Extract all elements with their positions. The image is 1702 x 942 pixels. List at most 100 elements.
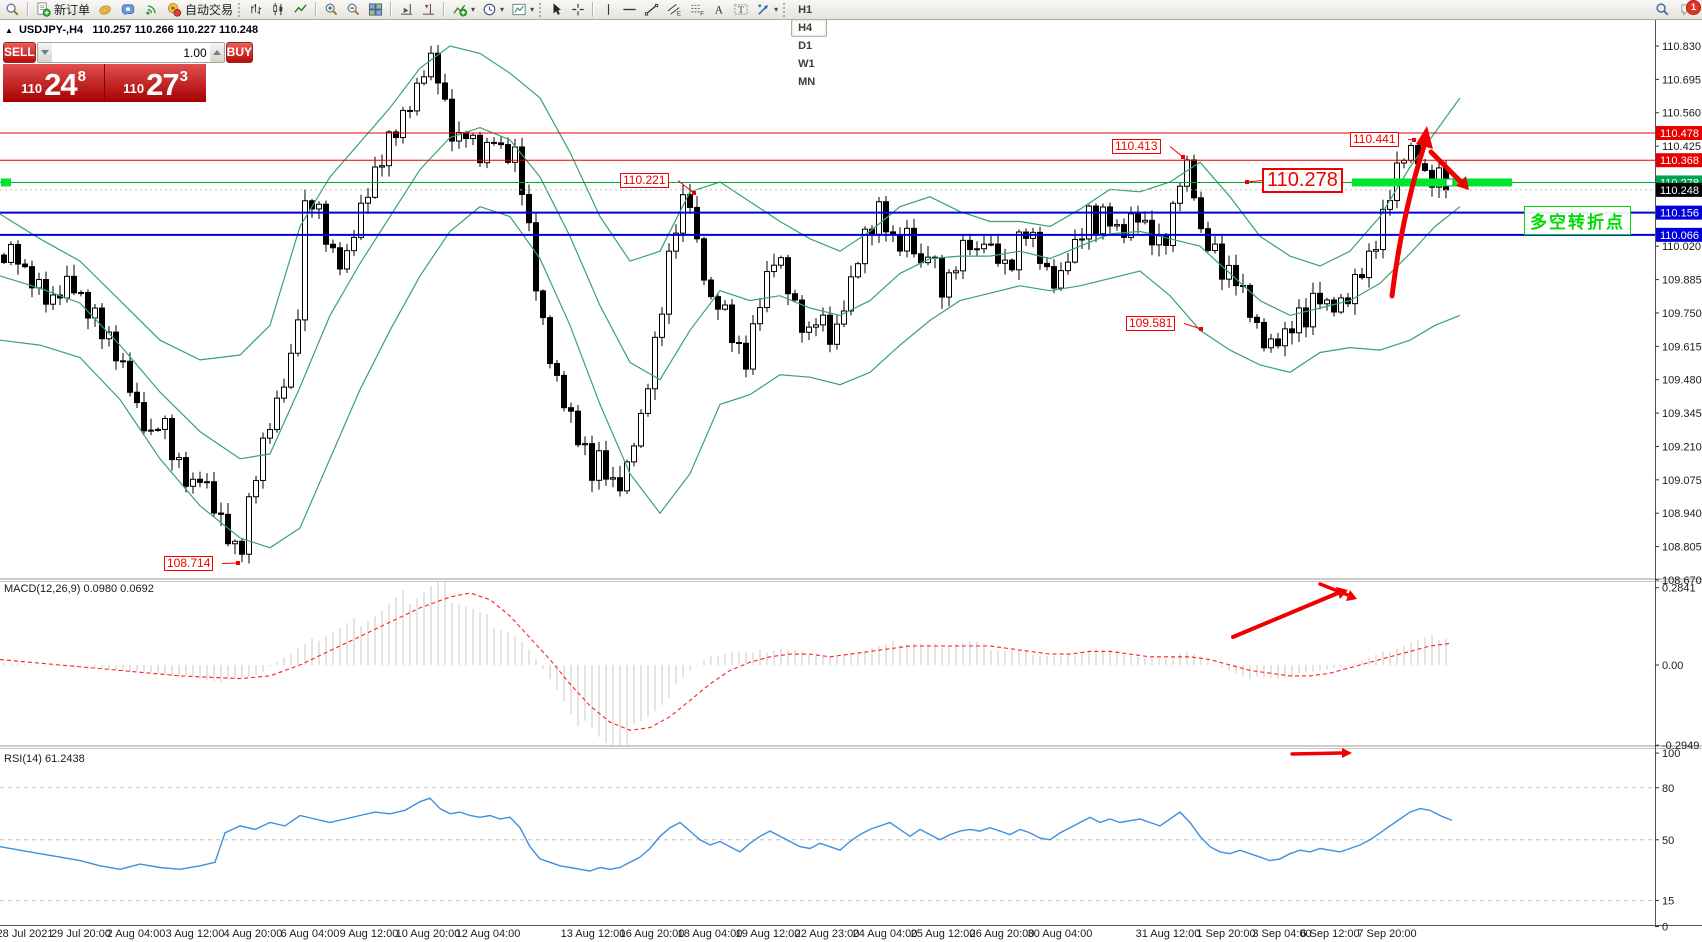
volume-input[interactable] (51, 43, 210, 62)
price-axis[interactable]: 110.830110.695110.560110.425110.290110.1… (1655, 41, 1702, 934)
text-tool-button[interactable]: A (709, 1, 729, 19)
toolbar-separator (27, 2, 29, 17)
timeframe-button-H4[interactable]: H4 (791, 18, 827, 37)
timeframe-button-W1[interactable]: W1 (798, 57, 815, 70)
candle-body (1275, 338, 1281, 347)
candle-body (428, 52, 434, 78)
price-badge (1656, 182, 1702, 197)
candlestick-chart-button[interactable] (268, 1, 289, 19)
trendline-tool-button[interactable] (641, 1, 662, 19)
svg-text:F: F (700, 11, 704, 17)
chart-shift-button[interactable] (418, 1, 439, 19)
price-badge-label: 110.156 (1660, 208, 1699, 220)
vertical-line-tool-button[interactable] (598, 1, 618, 19)
notifications-button[interactable]: 1 (1674, 0, 1701, 19)
timeframe-button-H1[interactable]: H1 (798, 3, 813, 16)
line-chart-button[interactable] (290, 1, 311, 19)
annotation-connector (1246, 180, 1263, 183)
arrows-tool-button[interactable]: ▾ (753, 1, 781, 19)
volume-increase-button[interactable] (209, 43, 224, 62)
candle-body (841, 310, 847, 325)
chart-canvas[interactable]: 110.830110.695110.560110.425110.290110.1… (0, 20, 1702, 942)
text-label-icon: T (734, 4, 748, 15)
text-label-tool-button[interactable]: T (730, 1, 752, 19)
zoom-in-button[interactable] (321, 1, 342, 19)
candle-body (813, 324, 819, 328)
trendline-icon (645, 3, 659, 16)
candle-body (267, 429, 273, 439)
horizontal-line-icon (623, 8, 636, 11)
templates-button[interactable]: ▾ (508, 1, 537, 19)
candle-body (190, 478, 196, 487)
candle-body (484, 141, 490, 164)
drawn-arrow-head (1346, 590, 1357, 601)
price-annotation[interactable]: 110.441 (1350, 132, 1399, 147)
new-order-button[interactable]: 新订单 (33, 1, 93, 19)
auto-scroll-button[interactable] (396, 1, 417, 19)
timeframe-button-MN[interactable]: MN (798, 75, 816, 88)
candle-body (526, 193, 532, 224)
price-annotation[interactable]: 108.714 (164, 556, 214, 571)
cursor-tool-button[interactable] (547, 1, 567, 19)
candle-body (764, 271, 770, 309)
toolbar-grip (783, 2, 787, 17)
candle-body (624, 461, 630, 492)
collapse-panel-icon[interactable]: ▲ (5, 26, 13, 35)
price-annotation[interactable]: 109.581 (1126, 316, 1176, 331)
rsi-axis-label: 80 (1662, 783, 1674, 795)
candle-body (1135, 213, 1141, 223)
price-annotation[interactable]: 110.278 (1262, 168, 1343, 193)
timeframe-button-D1[interactable]: D1 (798, 39, 813, 52)
volume-decrease-button[interactable] (37, 43, 52, 62)
autotrading-icon (167, 2, 182, 17)
candle-body (309, 200, 315, 210)
signals-button[interactable] (140, 1, 162, 19)
horizontal-line-tool-button[interactable] (619, 1, 640, 19)
candle-body (1170, 202, 1176, 246)
candle-body (1114, 224, 1120, 227)
chart-area[interactable]: 110.830110.695110.560110.425110.290110.1… (0, 20, 1702, 942)
price-annotation[interactable]: 110.221 (620, 173, 669, 188)
candle-body (806, 326, 812, 333)
zoom-out-button[interactable] (343, 1, 364, 19)
buy-button[interactable]: BUY (225, 42, 254, 63)
autotrading-button[interactable]: 自动交易 (163, 1, 236, 19)
candle-body (1373, 249, 1379, 252)
toolbar-separator (592, 2, 595, 17)
candle-body (575, 410, 581, 446)
indicators-button[interactable]: ▾ (449, 1, 478, 19)
new-order-label: 新订单 (54, 3, 91, 17)
buy-price[interactable]: 110 27 3 (105, 64, 206, 102)
x-axis-label: 24 Aug 04:00 (853, 928, 918, 940)
candle-body (1422, 163, 1428, 171)
candle-body (995, 243, 1001, 264)
buy-price-pip: 3 (179, 68, 188, 85)
price-annotation[interactable]: 110.413 (1112, 139, 1161, 154)
candle-body (337, 247, 343, 270)
candle-body (876, 201, 882, 235)
search-toolbar-button[interactable] (1652, 1, 1673, 19)
messenger-icon (121, 3, 135, 16)
history-center-button[interactable] (94, 1, 116, 19)
candle-body (379, 165, 385, 168)
candle-body (666, 250, 672, 315)
y-axis-label: 108.805 (1662, 542, 1702, 554)
line-handle (1, 178, 11, 187)
candle-body (148, 429, 154, 432)
bar-chart-button[interactable] (246, 1, 267, 19)
fibonacci-tool-button[interactable]: F (686, 1, 708, 19)
crosshair-tool-button[interactable] (568, 1, 588, 19)
y-axis-label: 110.425 (1662, 141, 1701, 153)
equidistant-channel-tool-button[interactable]: E (663, 1, 685, 19)
periods-button[interactable]: ▾ (479, 1, 507, 19)
clock-icon (483, 3, 496, 16)
sell-button[interactable]: SELL (3, 42, 36, 63)
tile-windows-button[interactable] (365, 1, 386, 19)
sell-price[interactable]: 110 24 8 (3, 64, 104, 102)
community-button[interactable] (117, 1, 139, 19)
candle-body (645, 388, 651, 414)
search-button[interactable] (2, 1, 23, 19)
candle-body (862, 228, 868, 265)
note-box[interactable]: 多空转折点 (1524, 206, 1631, 235)
